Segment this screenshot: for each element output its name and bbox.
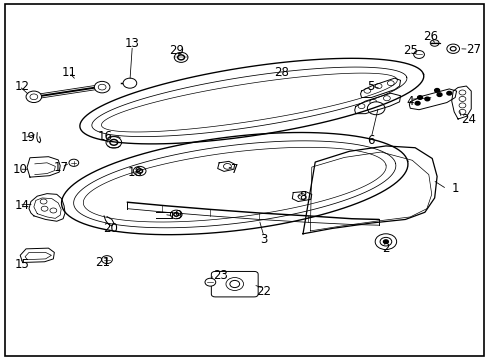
Circle shape bbox=[458, 90, 465, 95]
Circle shape bbox=[204, 278, 215, 286]
Circle shape bbox=[379, 237, 391, 246]
Text: 15: 15 bbox=[14, 258, 29, 271]
Text: 24: 24 bbox=[461, 113, 475, 126]
Text: 8: 8 bbox=[299, 190, 306, 203]
Circle shape bbox=[383, 240, 387, 243]
Circle shape bbox=[429, 40, 438, 46]
Text: 7: 7 bbox=[230, 163, 238, 176]
Circle shape bbox=[170, 210, 182, 219]
Circle shape bbox=[50, 208, 57, 213]
Text: 21: 21 bbox=[95, 256, 110, 269]
Circle shape bbox=[458, 109, 465, 114]
Text: 18: 18 bbox=[127, 166, 142, 179]
Circle shape bbox=[26, 91, 41, 103]
Text: 23: 23 bbox=[212, 269, 227, 282]
Circle shape bbox=[366, 102, 384, 115]
Circle shape bbox=[446, 44, 459, 53]
Text: 12: 12 bbox=[14, 80, 29, 93]
Text: 20: 20 bbox=[103, 222, 118, 235]
Circle shape bbox=[225, 278, 243, 291]
Text: 19: 19 bbox=[20, 131, 35, 144]
Circle shape bbox=[374, 234, 396, 249]
Text: 16: 16 bbox=[98, 130, 113, 144]
Text: 28: 28 bbox=[273, 66, 288, 79]
Text: 26: 26 bbox=[423, 30, 437, 43]
Circle shape bbox=[414, 102, 419, 105]
Circle shape bbox=[123, 78, 137, 88]
Text: 3: 3 bbox=[260, 233, 267, 246]
Circle shape bbox=[106, 136, 122, 148]
Circle shape bbox=[434, 89, 439, 92]
Circle shape bbox=[458, 96, 465, 102]
Circle shape bbox=[363, 88, 370, 93]
Circle shape bbox=[386, 81, 393, 86]
Circle shape bbox=[446, 91, 451, 95]
FancyBboxPatch shape bbox=[211, 271, 258, 297]
Circle shape bbox=[102, 256, 112, 264]
Text: 13: 13 bbox=[124, 37, 140, 50]
Circle shape bbox=[436, 93, 441, 96]
Text: 29: 29 bbox=[168, 44, 183, 57]
Circle shape bbox=[173, 213, 178, 216]
Circle shape bbox=[449, 46, 455, 51]
Circle shape bbox=[94, 81, 110, 93]
Circle shape bbox=[369, 99, 376, 104]
Circle shape bbox=[110, 139, 118, 145]
Circle shape bbox=[41, 206, 48, 211]
Circle shape bbox=[174, 52, 187, 62]
Circle shape bbox=[137, 169, 142, 173]
Circle shape bbox=[383, 96, 389, 101]
Text: 11: 11 bbox=[61, 66, 76, 79]
Circle shape bbox=[69, 159, 79, 166]
Text: 1: 1 bbox=[451, 183, 458, 195]
Circle shape bbox=[298, 194, 305, 199]
Circle shape bbox=[417, 96, 422, 99]
Text: 14: 14 bbox=[14, 199, 29, 212]
Text: 17: 17 bbox=[54, 161, 69, 174]
Circle shape bbox=[424, 97, 429, 101]
Circle shape bbox=[229, 280, 239, 288]
Text: 10: 10 bbox=[13, 163, 28, 176]
Text: 25: 25 bbox=[402, 44, 417, 57]
Circle shape bbox=[40, 199, 47, 204]
Circle shape bbox=[374, 84, 381, 89]
Text: 9: 9 bbox=[173, 210, 181, 222]
Circle shape bbox=[30, 94, 38, 100]
Text: 27: 27 bbox=[466, 42, 480, 55]
Text: 2: 2 bbox=[382, 242, 389, 255]
Text: 22: 22 bbox=[256, 285, 271, 298]
Text: 6: 6 bbox=[367, 134, 374, 147]
Circle shape bbox=[177, 55, 184, 60]
Circle shape bbox=[458, 103, 465, 108]
Circle shape bbox=[133, 166, 146, 176]
Text: 4: 4 bbox=[406, 95, 413, 108]
Text: 5: 5 bbox=[367, 80, 374, 93]
Circle shape bbox=[223, 163, 231, 169]
Circle shape bbox=[98, 84, 106, 90]
Circle shape bbox=[413, 50, 424, 58]
Circle shape bbox=[357, 104, 364, 109]
